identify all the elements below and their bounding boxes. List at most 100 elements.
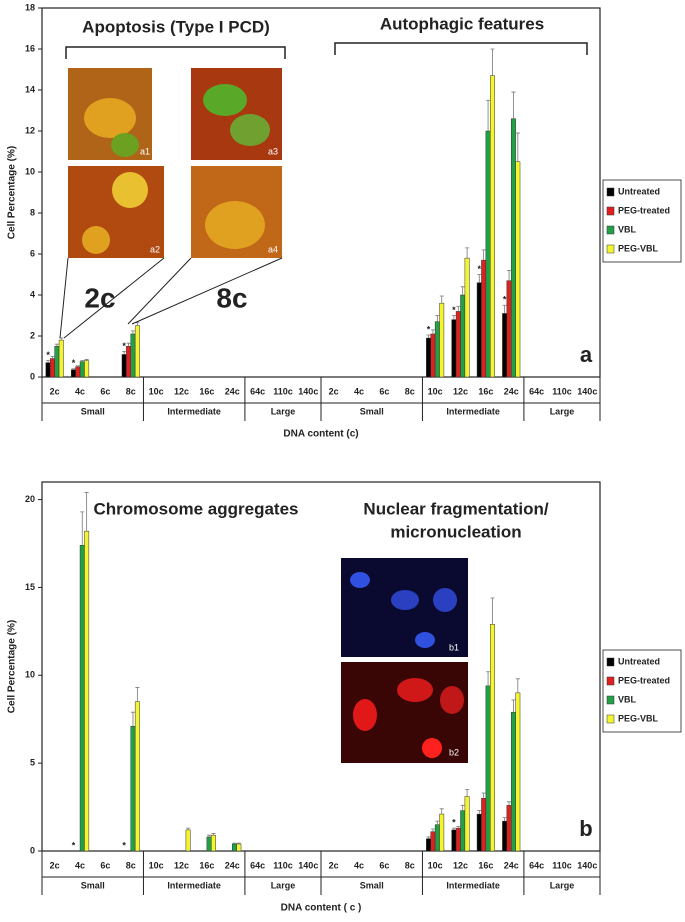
error-bar <box>435 315 440 322</box>
x-tick-label: 10c <box>428 860 443 870</box>
x-tick-label: 24c <box>225 860 240 870</box>
legend-label: VBL <box>618 694 637 704</box>
bar <box>430 333 436 378</box>
bar <box>45 362 51 378</box>
legend-label: PEG-treated <box>618 205 670 215</box>
error-bar <box>122 350 127 355</box>
annotation: Apoptosis (Type I PCD) <box>82 17 270 36</box>
cell <box>391 590 419 610</box>
legend-swatch <box>606 657 615 667</box>
image-label: a3 <box>268 146 278 156</box>
x-tick-label: 16c <box>478 386 493 396</box>
chart: Cell Percentage (%) 0 5 10 15 20 Small Intermed… <box>7 481 682 914</box>
significance-mark: * <box>122 341 126 351</box>
error-bar <box>80 511 85 546</box>
error-bar <box>75 365 80 367</box>
x-tick-label: 6c <box>379 386 389 396</box>
x-tick-label: 4c <box>354 386 364 396</box>
bar <box>130 333 136 378</box>
y-tick-label: 15 <box>25 582 35 592</box>
group-label: Small <box>360 880 384 890</box>
x-tick-label: 4c <box>75 860 85 870</box>
bar <box>464 796 470 852</box>
x-tick-label: 8c <box>126 860 136 870</box>
error-bar <box>135 322 140 326</box>
error-bar <box>426 334 431 339</box>
bar <box>515 161 521 378</box>
x-tick-label: 24c <box>504 860 519 870</box>
significance-mark: * <box>122 840 126 850</box>
y-tick-label: 10 <box>25 166 35 176</box>
bar <box>455 827 461 852</box>
y-tick-label: 2 <box>30 330 35 340</box>
bar <box>460 294 466 378</box>
y-axis-title: Cell Percentage (%) <box>7 146 18 239</box>
error-bar <box>502 817 507 822</box>
error-bar <box>84 359 89 361</box>
image-label: b1 <box>449 642 459 652</box>
significance-mark: * <box>72 358 76 368</box>
cell <box>353 699 377 731</box>
cell <box>350 572 370 588</box>
y-tick-label: 10 <box>25 670 35 680</box>
bar <box>236 843 242 852</box>
bar <box>430 831 436 852</box>
error-bar <box>456 826 461 829</box>
bar <box>79 545 85 852</box>
error-bar <box>236 842 241 844</box>
group-label: Small <box>81 406 105 416</box>
y-tick-label: 4 <box>30 289 35 299</box>
y-tick-label: 5 <box>30 758 35 768</box>
cell <box>397 678 433 702</box>
error-bar <box>435 820 440 825</box>
x-tick-label: 8c <box>126 386 136 396</box>
error-bar <box>451 827 456 830</box>
error-bar <box>439 295 444 304</box>
x-tick-label: 10c <box>149 860 164 870</box>
zoom-line <box>59 257 69 339</box>
y-tick-label: 0 <box>30 845 35 855</box>
error-bar <box>430 828 435 832</box>
error-bar <box>135 687 140 702</box>
micrograph <box>191 68 282 160</box>
x-tick-label: 140c <box>298 386 318 396</box>
x-tick-label: 10c <box>428 386 443 396</box>
legend-label: Untreated <box>618 656 660 666</box>
bar <box>84 360 90 378</box>
x-tick-label: 110c <box>552 860 572 870</box>
x-tick-label: 24c <box>225 386 240 396</box>
x-tick-label: 4c <box>75 386 85 396</box>
bar <box>121 354 127 378</box>
x-tick-label: 4c <box>354 860 364 870</box>
group-label: Large <box>271 880 296 890</box>
bar <box>439 302 445 378</box>
legend-swatch <box>606 244 615 254</box>
group-label: Small <box>360 406 384 416</box>
cell <box>433 588 457 612</box>
error-bar <box>507 801 512 806</box>
cell <box>205 201 265 249</box>
x-tick-label: 64c <box>250 860 265 870</box>
group-label: Intermediate <box>167 406 221 416</box>
x-tick-label: 2c <box>50 860 60 870</box>
bar <box>476 813 482 852</box>
bar <box>455 311 461 378</box>
x-tick-label: 140c <box>577 386 597 396</box>
x-tick-label: 8c <box>405 386 415 396</box>
error-bar <box>477 810 482 815</box>
bar <box>58 339 64 378</box>
bar <box>485 130 491 378</box>
significance-mark: * <box>72 840 76 850</box>
panel-label: a <box>580 342 593 367</box>
bar <box>490 75 495 378</box>
legend-swatch <box>606 714 615 724</box>
annotation: Chromosome aggregates <box>94 499 299 518</box>
group-label: Small <box>81 880 105 890</box>
group-label: Intermediate <box>446 880 500 890</box>
bar <box>231 843 237 852</box>
error-bar <box>511 699 516 713</box>
cell <box>82 226 110 254</box>
annotation: micronucleation <box>390 522 521 541</box>
y-axis-title: Cell Percentage (%) <box>7 620 18 713</box>
x-tick-label: 10c <box>149 386 164 396</box>
